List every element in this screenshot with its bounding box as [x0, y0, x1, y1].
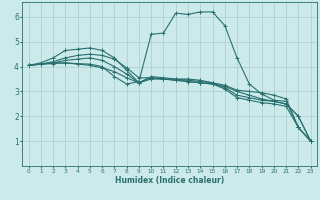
X-axis label: Humidex (Indice chaleur): Humidex (Indice chaleur) [115, 176, 224, 185]
